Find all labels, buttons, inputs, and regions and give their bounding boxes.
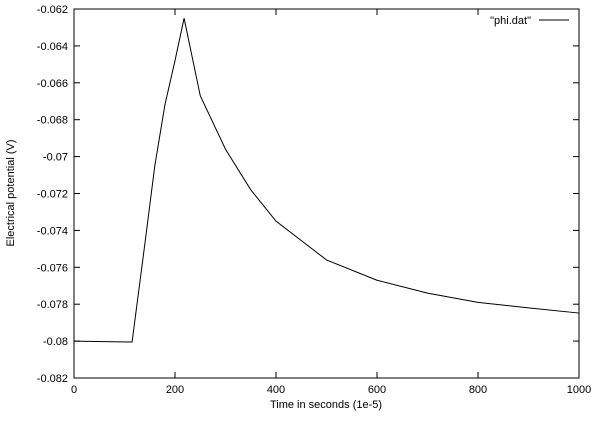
x-tick-label: 1000	[567, 384, 591, 396]
plot-frame	[73, 8, 580, 379]
x-tick-label: 0	[71, 384, 77, 396]
x-tick-label: 800	[469, 384, 487, 396]
y-tick-label: -0.068	[37, 115, 68, 127]
y-tick-label: -0.078	[37, 299, 68, 311]
legend-label: "phi.dat"	[490, 15, 531, 27]
x-axis-label: Time in seconds (1e-5)	[270, 399, 382, 411]
y-tick-label: -0.08	[43, 336, 68, 348]
y-tick-label: -0.066	[37, 78, 68, 90]
y-tick-label: -0.074	[37, 225, 68, 237]
y-tick-label: -0.07	[43, 152, 68, 164]
y-tick-label: -0.072	[37, 189, 68, 201]
x-tick-label: 200	[166, 384, 184, 396]
y-tick-label: -0.076	[37, 262, 68, 274]
y-tick-label: -0.062	[37, 4, 68, 16]
y-axis-label: Electrical potential (V)	[5, 140, 17, 247]
x-tick-label: 600	[368, 384, 386, 396]
y-tick-label: -0.082	[37, 373, 68, 385]
y-tick-label: -0.064	[37, 41, 68, 53]
data-line	[73, 18, 580, 343]
x-tick-label: 400	[267, 384, 285, 396]
